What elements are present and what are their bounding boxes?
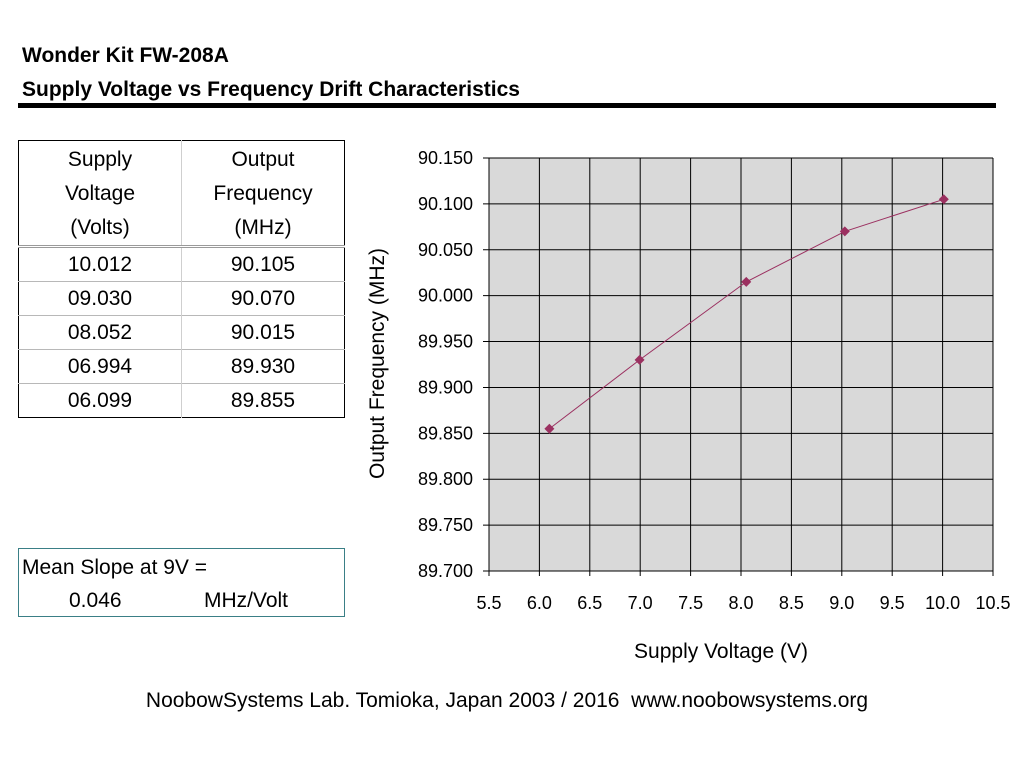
frequency-column-header: Output Frequency (MHz) [182, 141, 345, 247]
y-axis-label: Output Frequency (MHz) [366, 248, 389, 479]
mean-slope-value: 0.046 [69, 589, 122, 612]
voltage-cell: 09.030 [18, 281, 182, 316]
data-point-marker [839, 226, 850, 237]
voltage-cell: 06.099 [18, 383, 182, 418]
frequency-cell: 90.015 [181, 315, 345, 350]
frequency-header-line: (MHz) [234, 216, 292, 239]
x-tick-label: 6.5 [577, 593, 602, 613]
table-row: 10.012 90.105 [18, 245, 345, 282]
title-underline [18, 103, 996, 108]
voltage-header-line: (Volts) [70, 216, 130, 239]
x-tick-label: 9.5 [880, 593, 905, 613]
y-tick-label: 90.150 [418, 148, 473, 168]
chart-title-model: Wonder Kit FW-208A [22, 44, 229, 67]
table-row: 06.994 89.930 [18, 349, 345, 384]
x-tick-label: 10.5 [975, 593, 1010, 613]
x-tick-label: 6.0 [527, 593, 552, 613]
y-tick-label: 90.100 [418, 194, 473, 214]
voltage-cell: 08.052 [18, 315, 182, 350]
voltage-cell: 10.012 [18, 245, 182, 282]
x-tick-label: 9.0 [829, 593, 854, 613]
frequency-header-line: Frequency [213, 182, 313, 205]
y-tick-label: 89.750 [418, 515, 473, 535]
footer-credit: NoobowSystems Lab. Tomioka, Japan 2003 /… [145, 689, 869, 712]
frequency-cell: 90.070 [181, 281, 345, 316]
data-point-marker [741, 276, 752, 287]
table-row: 09.030 90.070 [18, 281, 345, 316]
mean-slope-box: Mean Slope at 9V = 0.046 MHz/Volt [18, 548, 345, 617]
y-tick-label: 89.700 [418, 561, 473, 581]
frequency-cell: 89.855 [181, 383, 345, 418]
x-tick-label: 7.5 [678, 593, 703, 613]
data-point-marker [938, 194, 949, 205]
y-tick-label: 90.050 [418, 240, 473, 260]
y-tick-label: 89.900 [418, 377, 473, 397]
chart-title-description: Supply Voltage vs Frequency Drift Charac… [22, 78, 520, 101]
y-tick-label: 89.850 [418, 423, 473, 443]
x-tick-label: 8.0 [728, 593, 753, 613]
frequency-cell: 90.105 [181, 245, 345, 282]
y-tick-label: 89.800 [418, 469, 473, 489]
table-row: 08.052 90.015 [18, 315, 345, 350]
table-row: 06.099 89.855 [18, 383, 345, 418]
measurement-table: Supply Voltage (Volts) Output Frequency … [18, 140, 345, 418]
y-tick-label: 89.950 [418, 332, 473, 352]
x-tick-label: 7.0 [628, 593, 653, 613]
voltage-header-line: Supply [67, 148, 133, 171]
mean-slope-label: Mean Slope at 9V = [22, 556, 208, 579]
y-tick-label: 90.000 [418, 286, 473, 306]
data-point-marker [634, 354, 645, 365]
data-point-marker [544, 423, 555, 434]
voltage-column-header: Supply Voltage (Volts) [18, 140, 182, 247]
table-header-row: Supply Voltage (Volts) Output Frequency … [18, 140, 345, 247]
x-tick-label: 8.5 [779, 593, 804, 613]
x-axis-label: Supply Voltage (V) [634, 640, 808, 663]
x-tick-label: 10.0 [925, 593, 960, 613]
voltage-cell: 06.994 [18, 349, 182, 384]
mean-slope-unit: MHz/Volt [204, 589, 289, 612]
frequency-header-line: Output [231, 148, 295, 171]
x-tick-label: 5.5 [476, 593, 501, 613]
frequency-cell: 89.930 [181, 349, 345, 384]
voltage-header-line: Voltage [64, 182, 136, 205]
